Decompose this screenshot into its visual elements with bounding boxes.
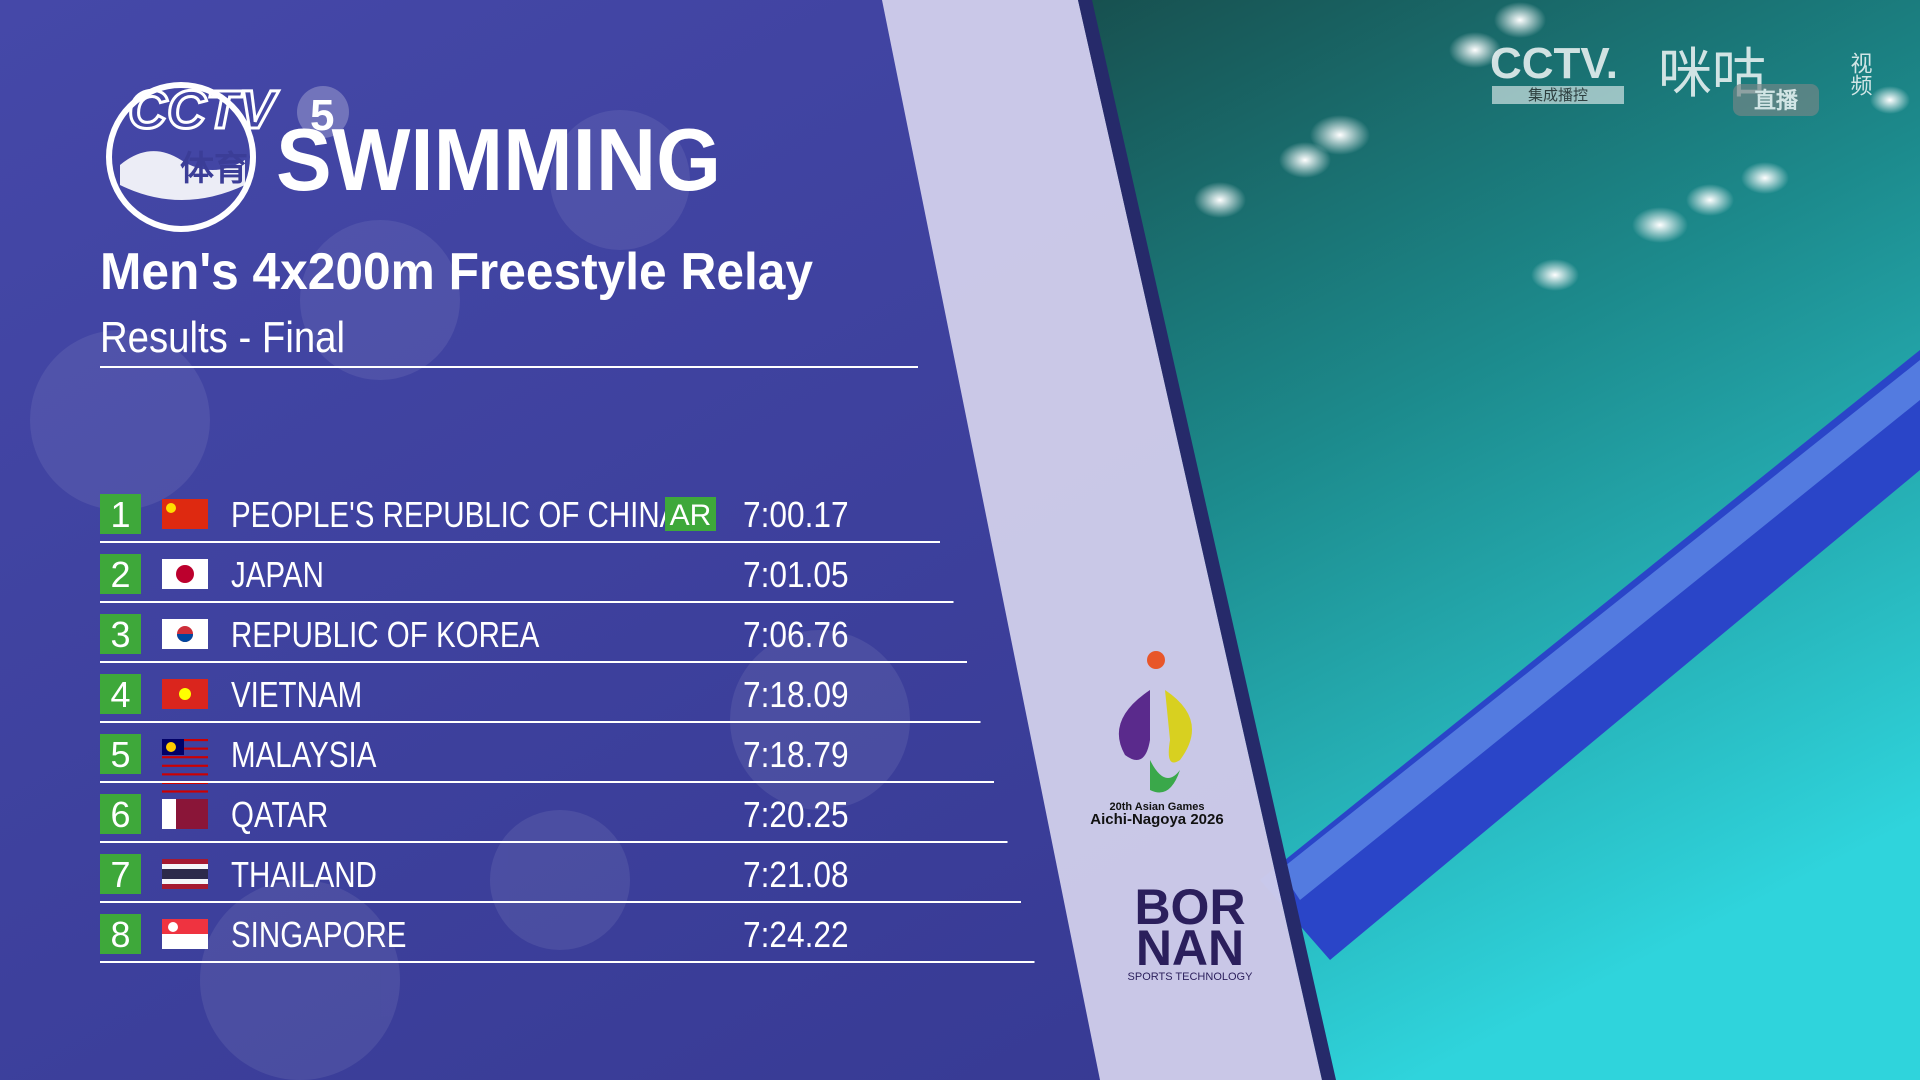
result-row: 2 JAPAN 7:01.05 (100, 554, 954, 603)
channel-logo: CCTV 5 体育 (106, 79, 349, 232)
flag-blue (162, 869, 208, 879)
pool-video (1078, 0, 1920, 1080)
record-box (665, 497, 716, 531)
flag-hoist (162, 799, 176, 829)
sport-title: SWIMMING (276, 110, 721, 209)
flag-star (166, 503, 176, 513)
logo-wave (120, 151, 245, 200)
games-line1: 20th Asian Games (1110, 801, 1205, 813)
rank: 4 (110, 674, 130, 715)
rank-box (100, 614, 141, 654)
flag-stripe (162, 773, 208, 776)
event-title: Men's 4x200m Freestyle Relay (100, 243, 813, 301)
time: 7:06.76 (743, 615, 849, 655)
flag-disc (176, 565, 194, 583)
rank: 7 (110, 854, 130, 895)
result-row: 3 REPUBLIC OF KOREA 7:06.76 (100, 614, 967, 663)
watermark-migu-sub: 视频 (1848, 52, 1873, 96)
logo-ring (106, 82, 256, 232)
rank-box (100, 914, 141, 954)
live-label: 直播 (1754, 88, 1799, 113)
flag-stripe (162, 747, 208, 750)
rank: 1 (110, 494, 130, 535)
flag (162, 799, 208, 829)
rank-box (100, 674, 141, 714)
watermark-bar (1492, 86, 1624, 104)
rank: 3 (110, 614, 130, 655)
asian-games-logo: 20th Asian Games Aichi-Nagoya 2026 (1090, 651, 1224, 828)
rank: 2 (110, 554, 130, 595)
stage-title: Results - Final (100, 313, 345, 362)
brand-top: BOR (1134, 879, 1245, 935)
country: VIETNAM (231, 674, 362, 714)
flag (162, 679, 208, 709)
live-badge (1733, 84, 1819, 116)
rank-box (100, 494, 141, 534)
result-row: 8 SINGAPORE 7:24.22 (100, 914, 1035, 963)
result-row: 5 MALAYSIA 7:18.79 (100, 734, 994, 793)
country: REPUBLIC OF KOREA (231, 614, 539, 654)
rank-box (100, 734, 141, 774)
time: 7:00.17 (743, 495, 849, 535)
flag-disc-half (177, 634, 193, 642)
result-row: 7 THAILAND 7:21.08 (100, 854, 1021, 903)
flag (162, 499, 208, 529)
logo-subtitle: 体育 (180, 150, 248, 188)
flag-stripe (162, 756, 208, 759)
brand-bottom: NAN (1136, 920, 1244, 976)
result-row: 6 QATAR 7:20.25 (100, 794, 1008, 843)
country: MALAYSIA (231, 734, 376, 774)
rank: 6 (110, 794, 130, 835)
flag (162, 619, 208, 649)
lane-rope-highlight (1280, 360, 1920, 900)
result-row: 4 VIETNAM 7:18.09 (100, 674, 981, 723)
time: 7:18.09 (743, 675, 849, 715)
flag-star (179, 688, 191, 700)
time: 7:20.25 (743, 795, 849, 835)
brand-sub: SPORTS TECHNOLOGY (1128, 971, 1254, 983)
background-pattern (30, 110, 910, 1080)
pool-lights (1194, 2, 1910, 291)
rank: 5 (110, 734, 130, 775)
rank-box (100, 794, 141, 834)
rank-box (100, 554, 141, 594)
country: SINGAPORE (231, 914, 406, 954)
country: JAPAN (231, 554, 324, 594)
rank-box (100, 854, 141, 894)
sponsor-logo: BOR NAN SPORTS TECHNOLOGY (1128, 879, 1254, 983)
light-band (882, 0, 1322, 1080)
band-edge (1078, 0, 1336, 1080)
time: 7:24.22 (743, 915, 849, 955)
logo-number: 5 (310, 91, 334, 140)
watermark-cctv-sub: 集成播控 (1528, 87, 1588, 104)
flag-stripe (162, 790, 208, 793)
games-line2: Aichi-Nagoya 2026 (1090, 811, 1223, 828)
flag (162, 859, 208, 889)
record: AR (670, 499, 712, 532)
logo-cctv: CCTV (128, 80, 279, 140)
watermark: CCTV. 集成播控 咪咕 视频 直播 (1490, 39, 1873, 116)
flag-stripe (162, 764, 208, 767)
country: QATAR (231, 794, 328, 834)
time: 7:21.08 (743, 855, 849, 895)
time: 7:18.79 (743, 735, 849, 775)
flag (162, 559, 208, 589)
logo-number-badge (297, 86, 349, 138)
flag-crescent (166, 742, 176, 752)
rank: 8 (110, 914, 130, 955)
flag-stripe (162, 739, 208, 742)
watermark-cctv: CCTV. (1490, 39, 1618, 88)
time: 7:01.05 (743, 555, 849, 595)
flag (162, 919, 208, 949)
country: THAILAND (231, 854, 377, 894)
flag-crescent (168, 922, 178, 932)
country: PEOPLE'S REPUBLIC OF CHINA (231, 494, 679, 534)
